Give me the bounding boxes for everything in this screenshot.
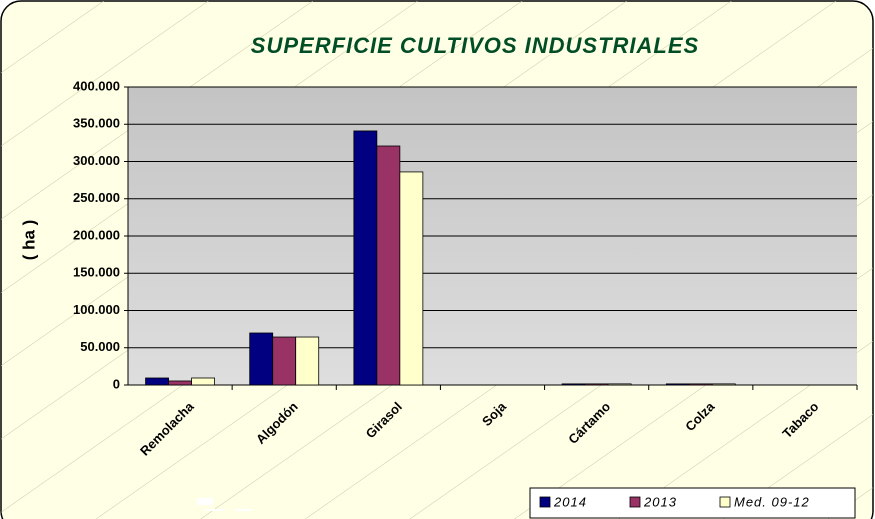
y-tick-label: 100.000 <box>73 302 120 317</box>
bar <box>607 383 632 386</box>
bar <box>665 383 690 386</box>
bar <box>688 383 713 386</box>
bar <box>168 380 192 386</box>
bar <box>376 145 401 386</box>
y-tick-label: 350.000 <box>73 116 120 131</box>
bar <box>711 383 736 386</box>
chart-title: SUPERFICIE CULTIVOS INDUSTRIALES <box>251 33 699 58</box>
bar <box>584 383 609 386</box>
y-tick-label: 300.000 <box>73 153 120 168</box>
legend-swatch <box>629 496 641 508</box>
bar <box>191 377 215 386</box>
y-tick-label: 250.000 <box>73 190 120 205</box>
legend-label: Med. 09-12 <box>734 494 810 509</box>
legend-box <box>529 487 856 519</box>
legend-swatch <box>719 496 731 508</box>
y-tick-label: 50.000 <box>80 339 120 354</box>
bar <box>295 336 320 386</box>
y-tick-label: 150.000 <box>73 265 120 280</box>
legend-swatch <box>539 496 551 508</box>
y-tick-label: 0 <box>113 376 120 391</box>
legend-label: 2013 <box>643 494 677 509</box>
decoration <box>197 498 213 505</box>
y-tick-label: 400.000 <box>73 78 120 93</box>
bar <box>272 336 297 386</box>
bar <box>249 332 274 386</box>
legend-label: 2014 <box>553 494 587 509</box>
bar <box>145 377 169 386</box>
bar <box>561 383 586 386</box>
bar <box>353 130 378 386</box>
y-axis-label: ( ha ) <box>19 220 38 261</box>
y-tick-label: 200.000 <box>73 227 120 242</box>
bar <box>399 171 424 386</box>
